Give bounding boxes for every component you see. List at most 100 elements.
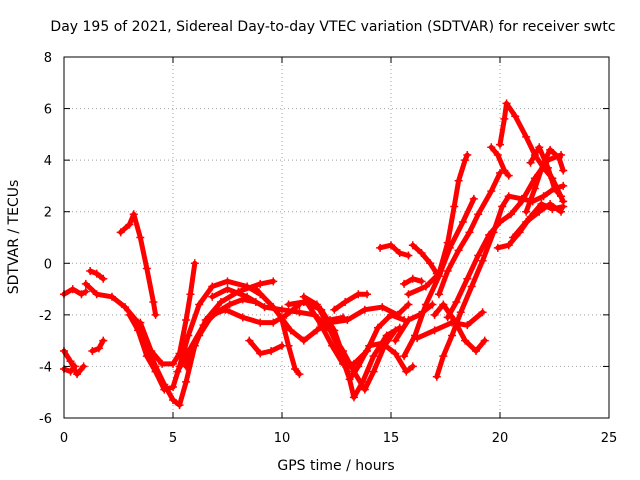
data-point [363, 346, 372, 355]
data-point [498, 202, 507, 211]
data-point [413, 334, 422, 343]
data-point [256, 290, 265, 299]
data-point [528, 197, 537, 206]
data-point [522, 132, 531, 141]
data-point [493, 243, 502, 252]
data-point [186, 290, 195, 299]
data-point [509, 233, 518, 242]
data-point [125, 310, 134, 319]
data-point [404, 290, 413, 299]
data-point [478, 256, 487, 265]
y-axis-label: SDTVAR / TECUs [6, 180, 22, 295]
data-point [426, 259, 435, 268]
data-point [469, 194, 478, 203]
data-point [443, 267, 452, 276]
data-point [312, 300, 321, 309]
data-point [434, 290, 443, 299]
data-point [559, 181, 568, 190]
data-point [173, 367, 182, 376]
series-arc-27 [434, 183, 566, 380]
x-tick-label: 20 [492, 431, 509, 446]
data-point [557, 192, 566, 201]
x-tick-label: 5 [169, 431, 177, 446]
data-point [317, 321, 326, 330]
data-point [439, 300, 448, 309]
data-point [463, 321, 472, 330]
data-point [182, 362, 191, 371]
data-point [496, 140, 504, 149]
data-point [360, 385, 369, 394]
data-point [404, 300, 413, 309]
data-point [68, 285, 77, 294]
data-point [299, 336, 308, 345]
data-point [256, 279, 265, 288]
data-point [550, 184, 559, 193]
data-traces [61, 100, 566, 408]
y-tick-label: 2 [44, 206, 52, 221]
data-point [369, 352, 378, 361]
data-point [489, 228, 498, 237]
data-point [432, 372, 441, 381]
data-point [142, 352, 151, 361]
data-point [504, 192, 513, 201]
y-tick-label: 4 [44, 154, 52, 169]
grid [64, 57, 609, 418]
data-point [147, 346, 156, 355]
data-point [299, 292, 308, 301]
data-point [430, 310, 439, 319]
data-point [408, 274, 417, 283]
y-tick-label: -6 [39, 412, 52, 427]
data-point [378, 339, 387, 348]
data-point [184, 331, 193, 340]
data-point [256, 318, 265, 327]
data-point [325, 318, 334, 327]
data-point [121, 303, 130, 312]
data-point [500, 166, 509, 175]
data-point [502, 99, 511, 108]
data-point [223, 277, 232, 286]
data-point [443, 238, 452, 247]
data-point [458, 218, 467, 227]
data-point [269, 303, 278, 312]
data-point [134, 326, 143, 335]
x-axis-label: GPS time / hours [277, 458, 394, 474]
data-point [267, 346, 276, 355]
data-point [445, 243, 454, 252]
data-point [443, 313, 452, 322]
data-point [496, 218, 504, 227]
data-point [79, 362, 88, 371]
data-point [186, 344, 195, 353]
data-point [286, 326, 295, 335]
series-arc-8 [126, 278, 263, 393]
data-point [175, 401, 184, 410]
data-point [393, 310, 402, 319]
data-point [99, 336, 108, 345]
data-point [343, 316, 352, 325]
data-point [526, 212, 535, 221]
series-arc-7 [118, 211, 159, 318]
data-point [212, 308, 221, 317]
data-point [559, 202, 568, 211]
series-arc-1 [61, 286, 89, 297]
series-arc-9 [137, 260, 198, 367]
data-point [463, 150, 472, 159]
data-point [142, 341, 151, 350]
x-tick-label: 0 [60, 431, 68, 446]
data-point [125, 220, 134, 229]
data-point [504, 241, 513, 250]
data-point [557, 207, 566, 216]
data-point [415, 310, 424, 319]
data-point [461, 336, 470, 345]
data-point [284, 341, 293, 350]
data-point [295, 308, 304, 317]
data-point [251, 285, 260, 294]
data-point [245, 336, 254, 345]
data-point [382, 331, 391, 340]
data-point [408, 362, 417, 371]
data-point [278, 305, 286, 314]
y-tick-label: -2 [39, 309, 52, 324]
data-point [358, 377, 367, 386]
series-arc-23 [405, 152, 470, 297]
data-point [88, 346, 97, 355]
data-point [421, 300, 430, 309]
